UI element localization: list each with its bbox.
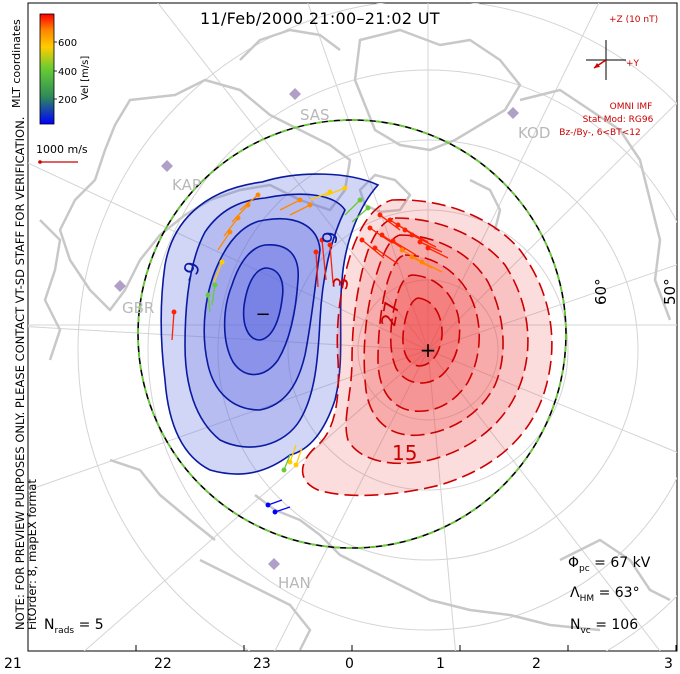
colorbar-tick-600: 600	[58, 38, 77, 49]
imf-plus-y-label: +Y	[626, 59, 640, 69]
x-tick-23: 23	[253, 656, 271, 672]
contour-label-9: 9	[317, 229, 343, 246]
velocity-vectors	[171, 185, 449, 515]
colorbar-tick-200: 200	[58, 95, 77, 106]
stat-phi-pc: Φpc = 67 kV	[568, 555, 651, 574]
velocity-colorbar	[39, 13, 55, 125]
station-label-han: HAN	[278, 574, 311, 592]
x-tick-21: 21	[4, 656, 22, 672]
colorbar-tick-400: 400	[58, 67, 77, 78]
station-label-gbr: GBR	[122, 299, 154, 317]
station-label-kap: KAP	[172, 176, 201, 194]
imf-clock	[586, 40, 626, 80]
station-gbr-marker	[114, 280, 126, 292]
x-tick-1: 1	[436, 656, 445, 672]
positive-contour-4	[377, 254, 481, 412]
positive-potential-cell	[301, 199, 553, 497]
positive-contour-6	[402, 297, 443, 367]
preview-note: NOTE: FOR PREVIEW PURPOSES ONLY. PLEASE …	[13, 90, 39, 630]
fit-order-note: FitOrder: 8, mapEX format	[25, 479, 39, 630]
radar-stations	[114, 88, 519, 570]
map-title: 11/Feb/2000 21:00–21:02 UT	[200, 9, 440, 28]
x-tick-0: 0	[345, 656, 354, 672]
stat-n-vc: Nvc = 106	[570, 617, 639, 636]
station-kod-marker	[507, 107, 519, 119]
reference-vector-label: 1000 m/s	[36, 143, 88, 156]
x-tick-2: 2	[532, 656, 541, 672]
imf-model-line-3: Bz-/By-, 6<BT<12	[559, 128, 640, 138]
imf-model-line-2: Stat Mod: RG96	[583, 115, 654, 125]
positive-contour-2	[345, 217, 529, 465]
positive-contour-outer	[301, 199, 553, 497]
coastlines	[39, 28, 672, 651]
station-kap-marker	[161, 160, 173, 172]
positive-contour-3	[363, 234, 504, 437]
contour-label-3: 3	[328, 275, 354, 292]
potential-max-marker: +	[420, 338, 437, 362]
stat-lambda-hm: ΛHM = 63°	[570, 585, 640, 604]
contour-label-27: 27	[376, 299, 404, 328]
heppner-maynard-boundary-dash	[137, 119, 567, 549]
positive-contour-5	[389, 274, 461, 384]
imf-model-line-1: OMNI IMF	[610, 102, 653, 112]
x-tick-3: 3	[664, 656, 673, 672]
station-han-marker	[268, 558, 280, 570]
latitude-label-50: 50°	[661, 278, 679, 305]
latitude-label-60: 60°	[592, 278, 610, 305]
contour-label-15: 15	[392, 441, 417, 465]
negative-contour-2	[184, 193, 346, 448]
station-label-sas: SAS	[300, 106, 330, 124]
negative-potential-cell	[160, 173, 380, 475]
colorbar-label: Vel [m/s]	[80, 56, 91, 100]
potential-min-marker: −	[255, 304, 270, 325]
negative-contour-5	[242, 267, 284, 341]
stat-n-rads: Nrads = 5	[44, 617, 104, 636]
station-sas-marker	[289, 88, 301, 100]
station-label-kod: KOD	[518, 124, 550, 142]
imf-plus-z-label: +Z (10 nT)	[609, 15, 658, 25]
mlt-coordinates-label: MLT coordinates	[10, 19, 23, 108]
x-tick-22: 22	[154, 656, 172, 672]
